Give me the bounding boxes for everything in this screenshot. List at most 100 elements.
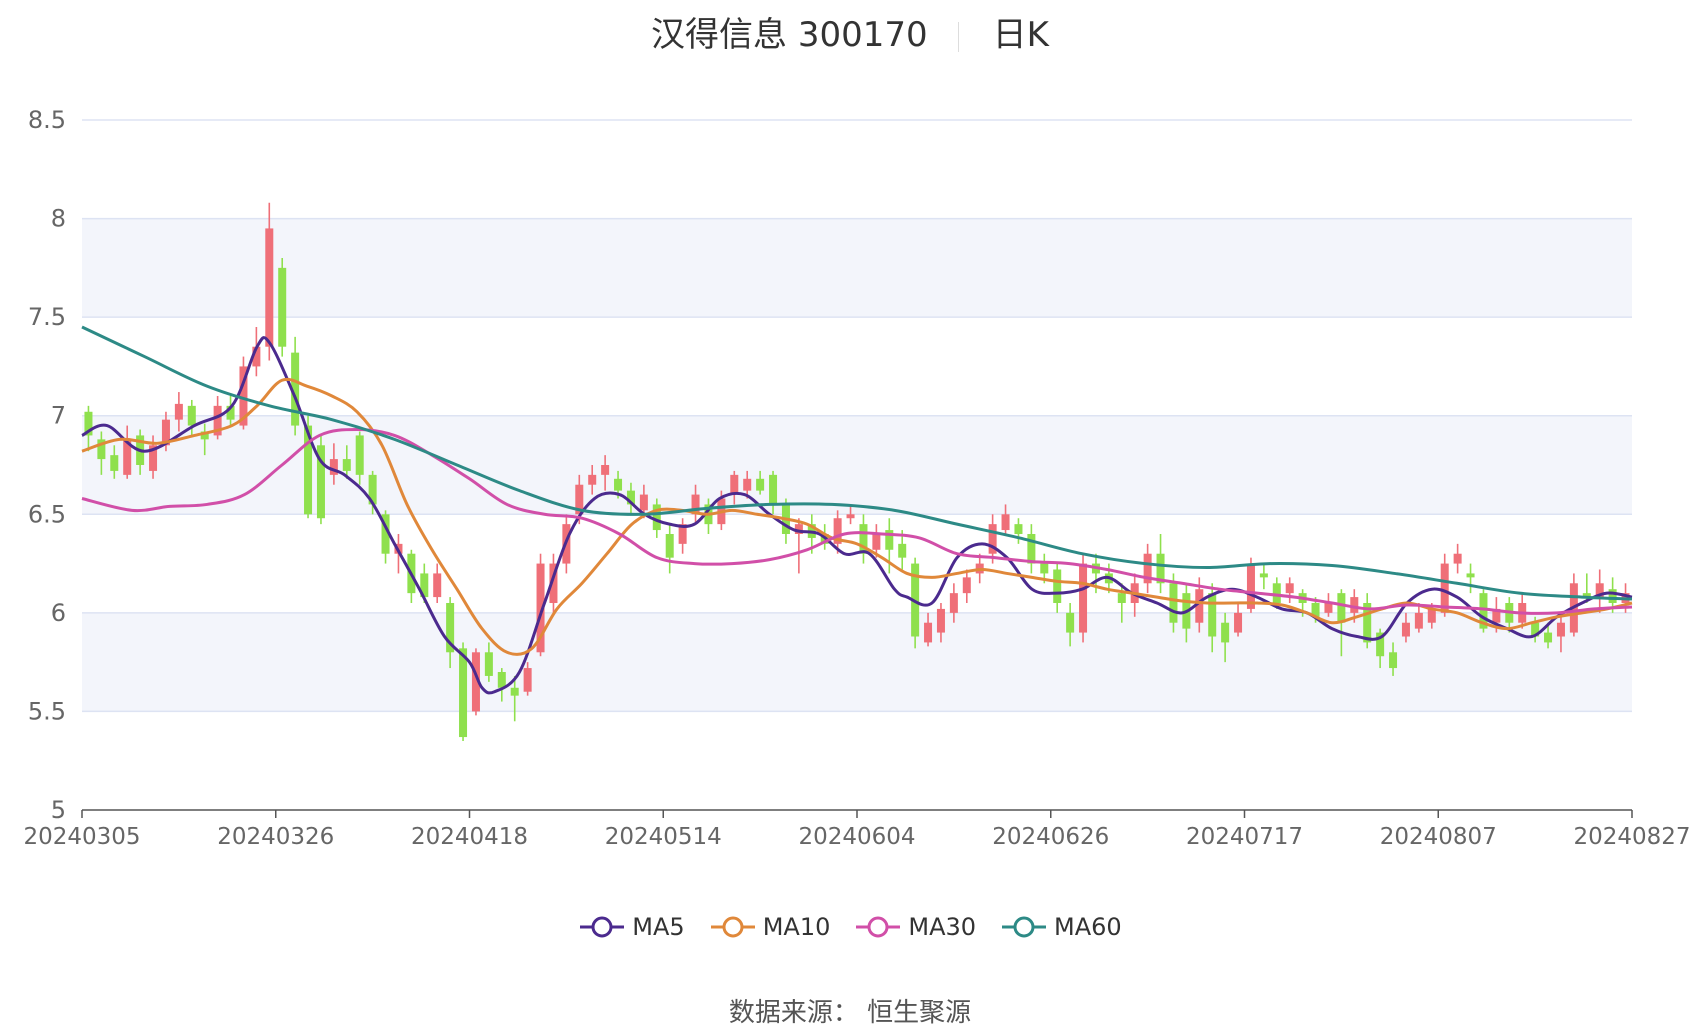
candle <box>1544 632 1553 643</box>
candle <box>459 648 468 738</box>
candle <box>898 543 907 558</box>
y-tick-label: 7 <box>51 402 66 430</box>
candle <box>601 465 610 475</box>
candle <box>239 366 248 426</box>
candle <box>329 459 338 475</box>
legend-marker-icon <box>710 916 755 938</box>
legend-marker-icon <box>856 916 901 938</box>
candle <box>924 622 933 643</box>
candle <box>1401 622 1410 637</box>
ma-line-ma30 <box>81 428 1633 615</box>
candle <box>872 534 881 550</box>
candle <box>484 652 493 676</box>
y-tick-label: 6 <box>51 599 66 627</box>
candle <box>1272 583 1281 603</box>
candle <box>626 490 635 505</box>
candle <box>187 405 196 426</box>
candle <box>174 403 183 420</box>
candle <box>368 474 377 505</box>
x-tick-label: 20240626 <box>992 824 1109 850</box>
legend-circle <box>867 916 889 938</box>
candle <box>1363 603 1372 643</box>
x-tick-label: 20240807 <box>1380 824 1497 850</box>
candle <box>1040 563 1049 574</box>
candle <box>1608 589 1617 603</box>
y-tick-label: 5.5 <box>28 697 66 725</box>
legend-circle <box>722 916 744 938</box>
candle <box>446 603 455 653</box>
legend-item-ma30[interactable]: MA30 <box>854 913 976 941</box>
candle <box>1285 583 1294 594</box>
legend-label: MA5 <box>632 913 685 941</box>
candle <box>291 352 300 426</box>
candle <box>1014 524 1023 534</box>
stock-name: 汉得信息 300170 <box>651 15 928 55</box>
candle <box>316 445 325 519</box>
chart-title: 汉得信息 300170 日K <box>0 10 1700 60</box>
candle <box>1582 593 1591 598</box>
candle <box>97 439 106 460</box>
candle <box>1376 632 1385 657</box>
candle <box>420 573 429 598</box>
candle <box>859 524 868 554</box>
candle <box>1414 612 1423 629</box>
candle <box>278 267 287 347</box>
legend-item-ma10[interactable]: MA10 <box>709 913 830 941</box>
band <box>82 415 1632 515</box>
y-tick-label: 8 <box>51 205 66 233</box>
candle <box>962 577 971 594</box>
candle <box>161 419 170 446</box>
candle <box>123 439 132 475</box>
legend-marker-icon <box>580 916 625 938</box>
x-tick-label: 20240717 <box>1186 824 1303 850</box>
candle <box>885 530 894 550</box>
candle <box>1440 563 1449 613</box>
candle <box>1389 652 1398 669</box>
candle <box>304 425 313 515</box>
candle <box>471 652 480 712</box>
candle <box>756 478 765 491</box>
candle <box>639 494 648 511</box>
legend-item-ma5[interactable]: MA5 <box>578 913 685 941</box>
candle <box>1595 583 1604 598</box>
candle <box>200 431 209 440</box>
candle <box>1208 593 1217 637</box>
moving-average-lines <box>81 325 1633 695</box>
candle <box>988 524 997 554</box>
candle <box>1479 593 1488 629</box>
legend-item-ma60[interactable]: MA60 <box>1000 913 1122 941</box>
candle <box>252 346 261 367</box>
ma-line-ma60 <box>81 325 1633 601</box>
candle <box>1466 573 1475 578</box>
candle <box>149 445 158 471</box>
candle <box>665 534 674 558</box>
candle <box>1453 553 1462 564</box>
candle <box>1195 589 1204 623</box>
candle <box>678 524 687 544</box>
band <box>82 218 1632 318</box>
candle <box>381 514 390 554</box>
candle <box>523 668 532 692</box>
candle <box>1053 569 1062 603</box>
candle <box>1169 583 1178 623</box>
candle <box>1221 622 1230 643</box>
candle <box>1337 593 1346 623</box>
band <box>82 612 1632 712</box>
candle <box>510 687 519 696</box>
y-tick-label: 7.5 <box>28 303 66 331</box>
candle <box>226 405 235 420</box>
candle <box>652 504 661 531</box>
candle <box>1079 563 1088 633</box>
candle <box>1427 608 1436 623</box>
candle <box>1311 603 1320 617</box>
legend: MA5 MA10 MA30 MA60 <box>0 913 1700 946</box>
candle <box>110 455 119 471</box>
candle <box>1531 622 1540 637</box>
candle <box>769 474 778 505</box>
candle <box>1350 597 1359 613</box>
candle <box>1117 593 1126 603</box>
candle <box>575 484 584 515</box>
candle <box>1259 573 1268 578</box>
legend-circle <box>1013 916 1035 938</box>
candle <box>743 478 752 491</box>
